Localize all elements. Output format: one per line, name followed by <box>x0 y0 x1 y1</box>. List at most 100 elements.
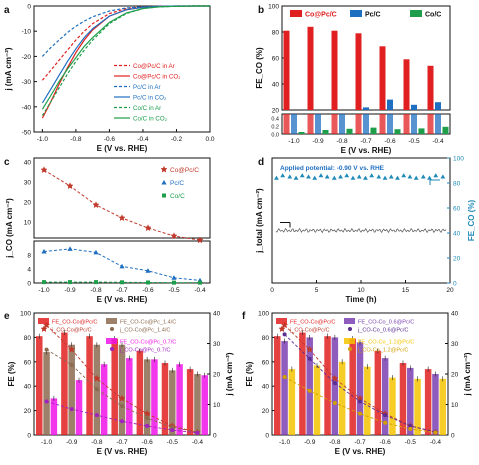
panel-e-bar <box>36 336 43 435</box>
panel-f-xtick-label: -0.4 <box>430 439 442 446</box>
panel-e-xtick-label: -0.9 <box>66 439 78 446</box>
panel-c-xtick-label: -0.7 <box>116 287 128 294</box>
panel-d-fe-point <box>287 174 293 179</box>
panel-a-frame <box>33 5 211 133</box>
panel-b-frame-upper <box>281 5 451 111</box>
panel-e-legend-swatch-0 <box>38 318 49 324</box>
panel-d-fe-point <box>407 174 413 179</box>
panel-d-fe-point <box>401 173 407 178</box>
panel-f-jpoint-1 <box>383 413 388 418</box>
panel-d-fe-point <box>382 175 388 180</box>
panel-f-bar <box>331 337 339 435</box>
panel-e-jpoint-2 <box>195 430 200 435</box>
panel-e-ytick-label-left: 40 <box>24 384 32 391</box>
panel-a-xtick-label: -1.0 <box>37 136 49 143</box>
panel-a-legend-label-4: Co/C in Ar <box>133 105 161 112</box>
panel-b-bar-lower <box>418 128 425 134</box>
panel-f-bar <box>407 367 414 435</box>
panel-c-frame-lower <box>33 240 211 284</box>
panel-d-xtick-label: 0 <box>270 287 274 294</box>
panel-e-legend-label-3: j_CO-Co@Pc/C <box>51 328 92 334</box>
panel-e-jpoint-2 <box>69 407 74 412</box>
panel-a-legend-label-3: Pc/C in CO₂ <box>133 95 167 102</box>
panel-b-bar-lower <box>298 132 305 134</box>
panel-e-bar <box>100 364 108 435</box>
panel-f-jpoint-1 <box>307 356 312 361</box>
panel-e-legend-label-5: j_CO-Co@Pc_0.7/C <box>119 348 170 354</box>
panel-a-ytick-label: 0 <box>27 4 31 11</box>
panel-f-bar <box>399 363 407 435</box>
panel-f-bar <box>306 337 313 435</box>
panel-f-legend-label-4: j_CO-Co_0.6@Pc/C <box>357 328 408 334</box>
panel-e-legend-label-2: FE_CO-Co@Pc_0.7/C <box>120 340 176 346</box>
panel-d-ytick-label-right: 100 <box>453 156 464 163</box>
panel-e-legend-swatch-2 <box>106 338 117 344</box>
panel-e-ytick-label-right: 30 <box>213 341 221 348</box>
panel-f-ytick-label-left: 60 <box>262 359 270 366</box>
panel-f-bar <box>324 336 331 435</box>
panel-b-bar <box>427 65 434 110</box>
panel-c-point-0 <box>144 224 152 232</box>
panel-a-legend-label-5: Co/C in CO₂ <box>133 116 168 123</box>
panel-e-xtick-label: -0.5 <box>167 439 179 446</box>
panel-f-ytick-label-left: 0 <box>265 433 269 440</box>
panel-b-bar <box>331 30 338 111</box>
panel-f-xlabel: E (V vs. RHE) <box>335 447 386 456</box>
panel-d-fe-point <box>356 174 362 179</box>
panel-e-ylabel-right: j (mA cm⁻²) <box>225 352 234 396</box>
panel-d-fe-point <box>344 173 350 178</box>
panel-f-ylabel-right: j (mA cm⁻²) <box>463 352 472 396</box>
panel-f-xtick-label: -0.7 <box>354 439 366 446</box>
panel-b-bar-lower <box>322 130 329 134</box>
panel-b-xtick-label: -1.0 <box>288 138 300 145</box>
panel-c-point-2 <box>172 280 176 285</box>
panel-c-xtick-label: -1.0 <box>38 287 50 294</box>
panel-e-bar <box>75 380 83 435</box>
panel-c-point-0 <box>196 236 204 244</box>
panel-f-legend-label-1: FE_CO-Co_0.6@Pc/C <box>358 320 414 326</box>
panel-b-bar-lower <box>370 127 377 134</box>
panel-f-ytick-label-right: 10 <box>451 402 459 409</box>
panel-f-ytick-label-left: 20 <box>262 408 270 415</box>
panel-c-point-2 <box>42 280 46 285</box>
panel-f-legend-label-3: j_CO-Co@Pc/C <box>289 328 330 334</box>
panel-c-point-2 <box>94 280 98 285</box>
panel-d-fe-point <box>369 173 375 178</box>
panel-d-ytick-label-right: 60 <box>453 206 461 213</box>
panel-c-ytick-label-upper: 10 <box>24 220 32 227</box>
panel-f-xtick-label: -0.8 <box>329 439 341 446</box>
panel-b-xtick-label: -0.6 <box>384 138 396 145</box>
panel-f-legend-marker-3 <box>278 325 286 333</box>
panel-f-jpoint-0 <box>280 321 289 329</box>
panel-d-fe-point <box>440 174 446 179</box>
panel-f-bar <box>299 332 306 435</box>
panel-e-ytick-label-right: 20 <box>213 372 221 379</box>
panel-c-ytick-label-lower: 4 <box>27 267 31 274</box>
panel-e-jpoint-2 <box>170 428 175 433</box>
panel-b-ytick-label-upper: 20 <box>272 108 280 115</box>
panel-d-fe-point <box>318 173 324 178</box>
panel-f-xtick-label: -0.5 <box>405 439 417 446</box>
panel-b-bar-lower <box>394 129 401 134</box>
panel-d-ylabel-left: j_total (mA cm⁻²) <box>255 188 264 254</box>
panel-f-bar <box>424 369 432 435</box>
panel-b-ylabel: FE_CO (%) <box>255 47 264 89</box>
panel-b-bar-lower <box>363 114 369 134</box>
panel-f-jpoint-1 <box>358 399 362 404</box>
panel-e-ytick-label-left: 20 <box>24 408 32 415</box>
panel-e-legend-label-4: j_CO-Co@Pc_1.4/C <box>119 328 170 334</box>
panel-e-bar <box>194 374 201 435</box>
panel-b-ytick-label-lower: 0.2 <box>271 125 279 131</box>
panel-b-bar-lower <box>442 126 449 134</box>
panel-f-jpoint-1 <box>408 423 413 428</box>
panel-e-ytick-label-left: 80 <box>24 335 32 342</box>
panel-c-xtick-label: -0.4 <box>194 287 206 294</box>
panel-e-xtick-label: -0.6 <box>142 439 154 446</box>
panel-c-point-0 <box>40 166 48 174</box>
panel-f-jpoint-2 <box>358 411 362 416</box>
panel-e-bar <box>126 358 133 435</box>
panel-d-fe-point <box>324 174 330 179</box>
panel-label-b: b <box>258 5 264 16</box>
panel-f-jpoint-2 <box>408 426 413 431</box>
